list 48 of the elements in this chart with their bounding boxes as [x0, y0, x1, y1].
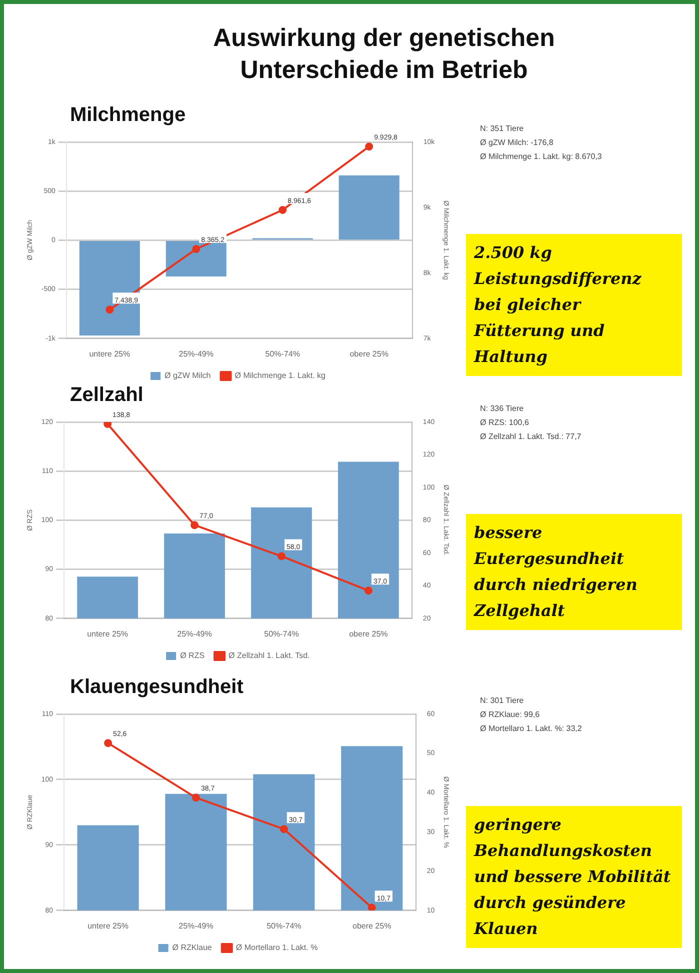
chart-title: Zellzahl — [70, 384, 144, 407]
legend-label: Ø Milchmenge 1. Lakt. kg — [234, 371, 326, 380]
chart-subtitle: Milchmenge — [70, 104, 186, 127]
x-tick-label: 50%-74% — [265, 349, 300, 358]
text: geringere Behandlungskosten und bessere Mobilität durch gesündere Klauen — [466, 806, 682, 948]
chart-title: Klauengesundheit — [70, 676, 244, 699]
text: Ø Milchmenge 1. Lakt. kg: 8.670,3 — [480, 151, 602, 163]
text: N: 351 Tiere — [480, 123, 525, 135]
x-tick-label: obere 25% — [349, 629, 388, 638]
point — [192, 794, 200, 802]
text: Ø Mortellaro 1. Lakt. %: 33,2 — [480, 723, 582, 735]
text: 2.500 kg Leistungsdifferenz bei gleicher Fütterung und Haltung — [466, 234, 682, 376]
x-tick-label: untere 25% — [89, 349, 130, 358]
point — [280, 825, 288, 834]
point — [190, 521, 199, 530]
point — [277, 552, 286, 560]
x-tick-label: 50%-74% — [266, 921, 302, 930]
point — [104, 422, 112, 428]
point — [192, 245, 200, 254]
x-tick-label: 25%-49% — [177, 629, 212, 638]
point — [364, 586, 372, 595]
text: Ø RZKlaue: 99,6 — [480, 709, 541, 721]
point — [365, 142, 374, 151]
point — [368, 904, 376, 910]
legend-label: Ø Mortellaro 1. Lakt. % — [236, 943, 318, 952]
x-tick-label: 25%-49% — [178, 921, 214, 930]
x-tick-label: untere 25% — [87, 629, 128, 638]
text: N: 336 Tiere — [480, 403, 525, 415]
text: Ø Zellzahl 1. Lakt. Tsd.: 77,7 — [480, 431, 582, 443]
chart-title: Auswirkung der genetischen Unterschiede im Betrieb — [212, 23, 556, 86]
x-tick-label: obere 25% — [350, 349, 388, 358]
point — [104, 739, 112, 748]
x-tick-label: untere 25% — [88, 921, 129, 930]
x-tick-label: 25%-49% — [178, 349, 214, 358]
bar — [338, 175, 400, 240]
x-tick-label: 50%-74% — [264, 629, 299, 638]
text: Ø RZS: 100,6 — [480, 417, 530, 429]
bar — [79, 240, 140, 336]
legend-label: Ø gZW Milch — [164, 371, 211, 380]
x-tick-label: obere 25% — [352, 921, 392, 930]
legend-label: Ø Zellzahl 1. Lakt. Tsd. — [228, 651, 310, 660]
legend-label: Ø RZKlaue — [172, 943, 212, 952]
text: N: 301 Tiere — [480, 695, 525, 707]
point — [106, 306, 114, 314]
point — [278, 206, 287, 214]
text: Ø gZW Milch: -176,8 — [480, 137, 554, 149]
text: bessere Eutergesundheit durch niedrigeren Zellgehalt — [466, 514, 682, 630]
legend-label: Ø RZS — [180, 651, 205, 660]
